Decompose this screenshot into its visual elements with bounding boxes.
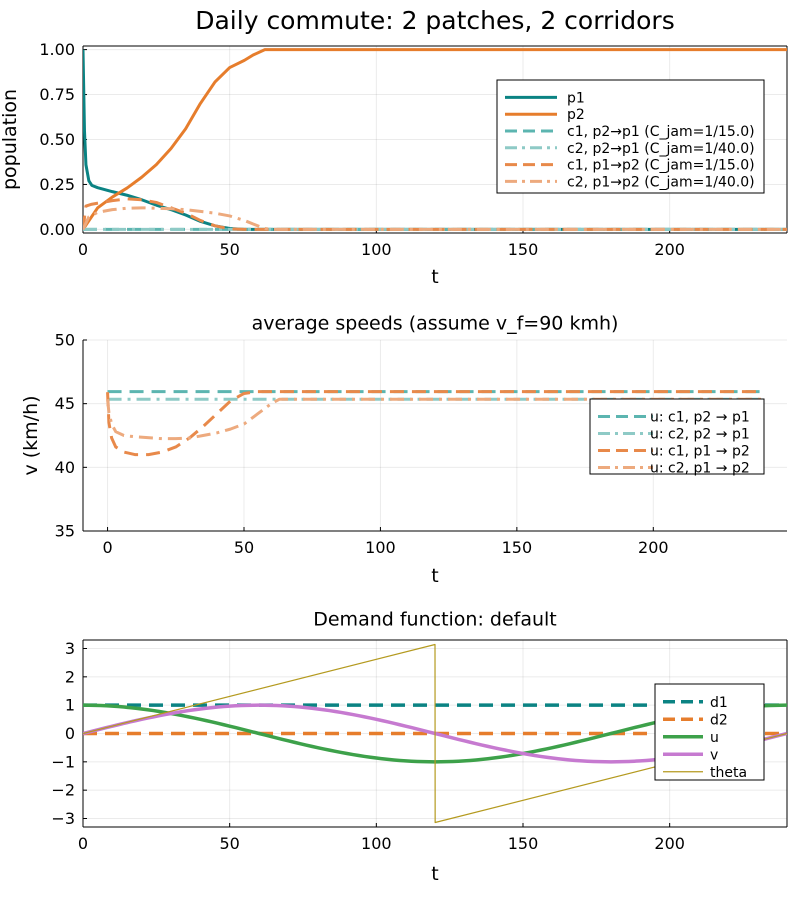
y-tick-label: 1 <box>65 696 75 715</box>
y-tick-label: 0.25 <box>39 175 75 194</box>
x-tick-label: 150 <box>508 240 539 259</box>
x-tick-label: 50 <box>219 240 239 259</box>
y-tick-label: −2 <box>51 781 75 800</box>
legend-label: p2 <box>567 107 585 123</box>
series-line-c1-p1-p2-c-jam-1-15-0 <box>83 197 787 231</box>
x-tick-label: 200 <box>654 834 685 853</box>
y-tick-label: 0.00 <box>39 220 75 239</box>
y-tick-label: 0 <box>65 724 75 743</box>
legend-label: c1, p2→p1 (C_jam=1/15.0) <box>567 124 755 140</box>
x-tick-label: 0 <box>78 834 88 853</box>
x-tick-label: 50 <box>234 538 254 557</box>
x-tick-label: 100 <box>361 240 392 259</box>
legend-label: u: c2, p2 → p1 <box>650 427 750 443</box>
chart-panel-2: 0 50 100 150 200 35 40 45 50 average speeds (assu… <box>20 313 787 587</box>
x-tick-label: 0 <box>102 538 112 557</box>
x-tick-label: 150 <box>502 538 533 557</box>
legend: u: c1, p2 → p1u: c2, p2 → p1u: c1, p1 → … <box>589 398 765 477</box>
series-line-p2 <box>83 48 787 231</box>
y-tick-label: 2 <box>65 667 75 686</box>
plot-area <box>83 48 787 231</box>
plot-area <box>106 390 763 457</box>
chart-title: Demand function: default <box>313 609 557 631</box>
legend-label: u: c2, p1 → p2 <box>650 461 750 477</box>
y-tick-label: 0.75 <box>39 85 75 104</box>
chart-title: Daily commute: 2 patches, 2 corridors <box>195 6 675 35</box>
chart-title: average speeds (assume v_f=90 kmh) <box>252 313 619 335</box>
legend-label: p1 <box>567 90 585 106</box>
y-axis-label: v (km/h) <box>20 395 42 475</box>
x-tick-label: 50 <box>219 834 239 853</box>
series-line-theta <box>83 643 787 824</box>
y-tick-label: 45 <box>55 394 75 413</box>
x-axis-label: t <box>431 863 438 885</box>
y-tick-label: 0.50 <box>39 130 75 149</box>
series-line-c2-p1-p2-c-jam-1-40-0 <box>83 206 787 231</box>
x-tick-label: 0 <box>78 240 88 259</box>
y-tick-label: 50 <box>55 331 75 350</box>
x-tick-label: 100 <box>365 538 396 557</box>
legend-label: c1, p1→p2 (C_jam=1/15.0) <box>567 158 755 174</box>
x-axis-label: t <box>431 565 438 587</box>
y-tick-label: 40 <box>55 458 75 477</box>
chart-panel-1: 0 50 100 150 200 0.00 0.25 0.50 0.75 1.00 Daily co… <box>0 6 788 288</box>
legend-label: theta <box>710 765 747 781</box>
legend-label: u: c1, p2 → p1 <box>650 410 750 426</box>
y-tick-label: −3 <box>51 809 75 828</box>
legend-label: d1 <box>710 695 728 711</box>
y-tick-label: 1.00 <box>39 40 75 59</box>
y-tick-label: 3 <box>65 639 75 658</box>
x-tick-label: 100 <box>361 834 392 853</box>
y-tick-label: 35 <box>55 522 75 541</box>
x-tick-label: 200 <box>638 538 669 557</box>
y-axis-label: population <box>0 89 21 190</box>
legend-label: d2 <box>710 712 728 728</box>
series-line-u-c2-p1-p2 <box>106 397 763 441</box>
y-tick-label: −1 <box>51 752 75 771</box>
legend-label: u <box>710 730 719 746</box>
legend-box <box>589 398 765 475</box>
legend-label: c2, p1→p2 (C_jam=1/40.0) <box>567 174 755 190</box>
legend-label: c2, p2→p1 (C_jam=1/40.0) <box>567 141 755 157</box>
x-tick-label: 200 <box>654 240 685 259</box>
legend-label: u: c1, p1 → p2 <box>650 444 750 460</box>
legend-label: v <box>710 747 718 763</box>
x-tick-label: 150 <box>508 834 539 853</box>
chart-panel-3: 0 50 100 150 200 −3 −2 −1 0 1 2 3 Demand function: d… <box>51 609 788 885</box>
series-line-u-c1-p1-p2 <box>106 390 763 457</box>
x-axis-label: t <box>431 266 438 288</box>
